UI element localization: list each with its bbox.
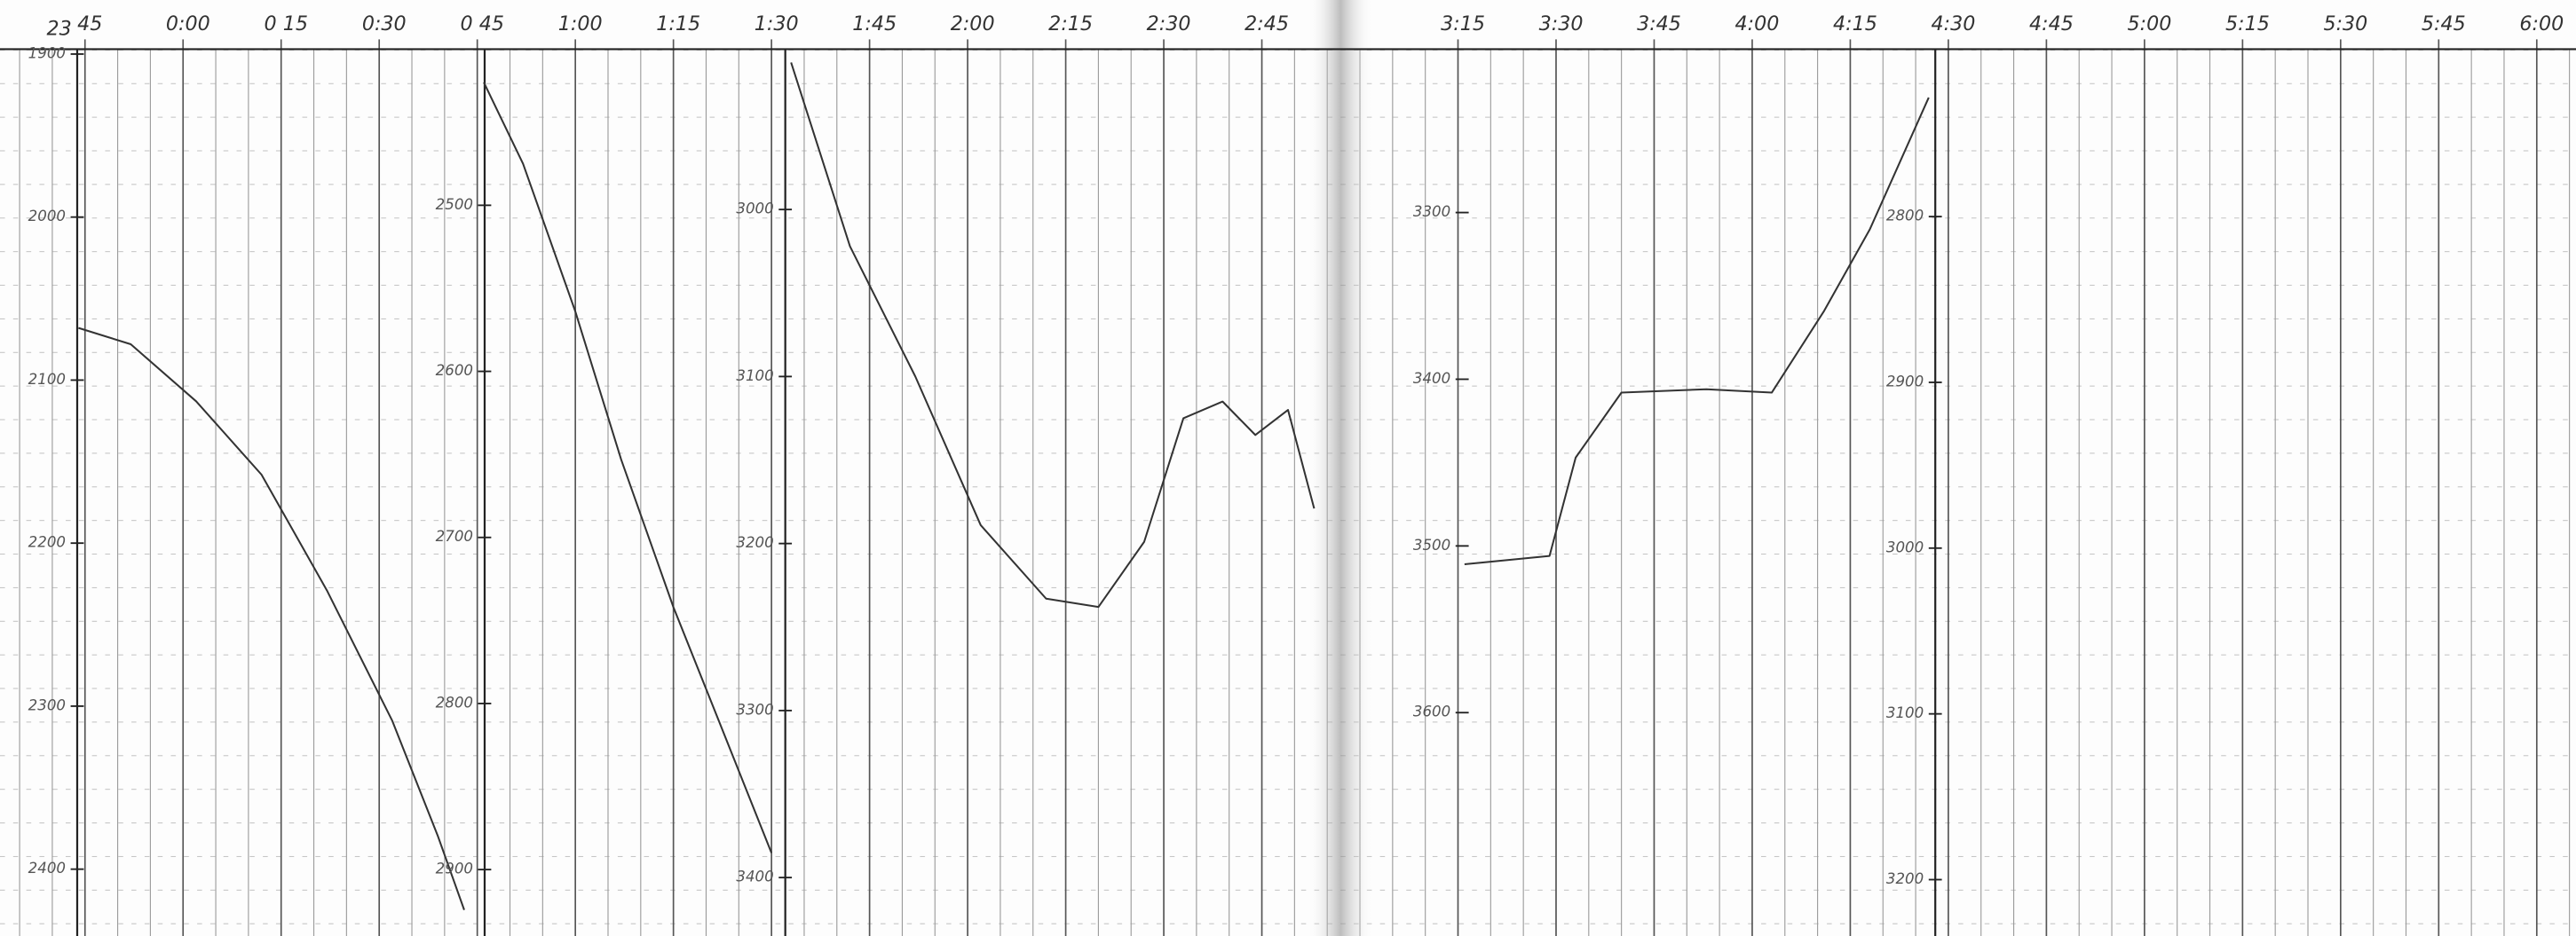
y-tick-label: 3300 [736,701,773,718]
time-tick-label: 6:00 [2519,12,2564,35]
time-tick-label: 2:30 [1147,12,1191,35]
horizontal-dotted-grid [0,49,2576,936]
time-tick-label: 0 15 [265,12,308,35]
y-tick-label: 3200 [736,534,773,551]
y-tick-label: 3300 [1413,203,1450,220]
time-tick-label: 1:45 [852,12,897,35]
time-tick-label: 45 [77,12,102,35]
y-tick-label: 2200 [28,534,66,551]
time-tick-label: 3:15 [1441,12,1485,35]
y-tick-label: 2000 [28,208,66,224]
y-tick-label: 2900 [436,861,473,877]
y-tick-label: 2600 [436,362,473,379]
time-tick-label: 2:00 [951,12,995,35]
time-tick-label: 5:45 [2422,12,2466,35]
time-tick-label: 1:15 [656,12,700,35]
time-tick-label: 0:30 [362,12,407,35]
y-tick-label: 3100 [736,367,773,384]
time-tick-label: 2:45 [1245,12,1289,35]
plot: 45 0:00 0 15 0:30 0 45 1:00 1:15 1:30 1:45 2:00 2:… [28,12,2564,936]
time-tick-label: 4:30 [1932,12,1976,35]
y-tick-label: 2700 [436,528,473,545]
time-tick-label: 1:30 [755,12,799,35]
y-tick-label: 3500 [1413,537,1450,554]
y-tick-label: 2800 [1886,208,1924,224]
time-tick-label: 4:00 [1735,12,1780,35]
time-tick-label: 3:30 [1539,12,1584,35]
depth-curve [1464,97,1930,566]
depth-curve [78,326,465,910]
grid [19,39,2571,936]
time-tick-label: 5:00 [2127,12,2171,35]
y-tick-label: 2400 [28,860,66,877]
hour-label: 23 [46,18,71,41]
y-tick-label: 3600 [1413,704,1450,720]
y-tick-label: 3100 [1886,704,1924,721]
time-tick-label: 0 45 [461,12,504,35]
y-tick-label: 2800 [436,694,473,711]
y-tick-label: 2900 [1886,373,1924,389]
y-tick-label: 1900 [28,44,66,61]
scan-fold [1308,0,1374,936]
time-tick-label: 0:00 [166,12,210,35]
time-tick-label: 5:15 [2225,12,2270,35]
y-tick-label: 2300 [28,696,66,713]
time-tick-label: 2:15 [1048,12,1093,35]
y-tick-label: 2500 [436,196,473,213]
time-tick-label: 3:45 [1637,12,1681,35]
y-tick-label: 3400 [1413,370,1450,387]
y-tick-label: 3000 [736,201,773,217]
time-tick-label: 4:15 [1833,12,1877,35]
y-tick-label: 2100 [28,371,66,388]
y-tick-label: 3000 [1886,539,1924,555]
time-tick-label: 1:00 [558,12,603,35]
time-tick-label: 5:30 [2323,12,2367,35]
y-tick-label: 3200 [1886,870,1924,887]
depth-curve [790,62,1316,609]
depth-curve [483,82,773,853]
y-tick-label: 3400 [736,869,773,885]
time-tick-label: 4:45 [2029,12,2074,35]
